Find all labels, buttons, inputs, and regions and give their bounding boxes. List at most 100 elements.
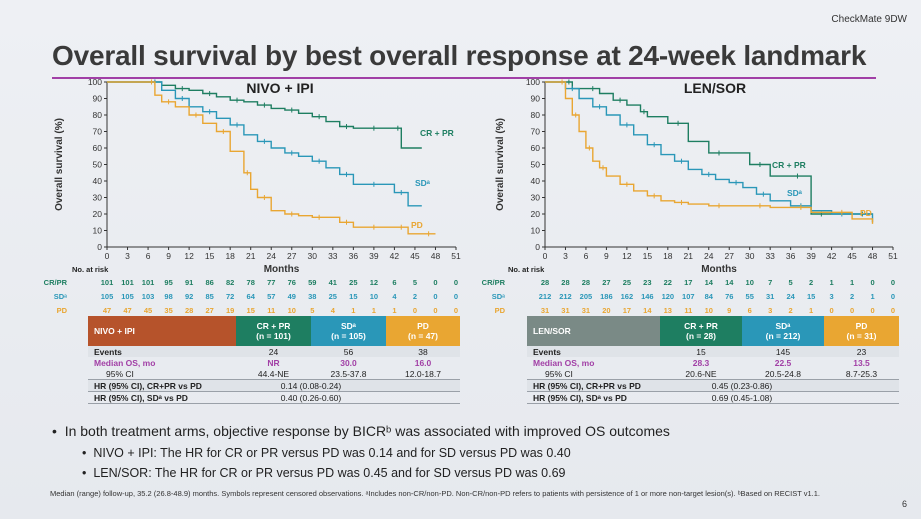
x-tick-label: 39: [369, 251, 379, 261]
risk-value: 25: [623, 278, 631, 287]
cell: 20.5-24.8: [765, 368, 801, 379]
len-col-crpr: CR + PR (n = 28): [660, 316, 742, 346]
y-tick-label: 80: [531, 110, 541, 120]
x-tick-label: 18: [225, 251, 235, 261]
risk-table-title: No. at risk: [508, 265, 545, 274]
len-col-sd: SDᵃ (n = 212): [742, 316, 824, 346]
nivo-median-row: Median OS, mo NR 30.0 16.0: [88, 357, 460, 368]
row-label: HR (95% CI), CR+PR vs PD: [533, 380, 641, 391]
risk-value: 98: [164, 292, 172, 301]
risk-value: 64: [247, 292, 256, 301]
nivo-col-pd: PD (n = 47): [386, 316, 460, 346]
row-label: Events: [533, 346, 561, 357]
risk-row-label: SDᵃ: [54, 292, 67, 301]
risk-value: 2: [850, 292, 854, 301]
risk-value: 14: [705, 278, 714, 287]
x-tick-label: 0: [543, 251, 548, 261]
risk-value: 120: [662, 292, 675, 301]
row-label: HR (95% CI), CR+PR vs PD: [94, 380, 202, 391]
nivo-hr1-row: HR (95% CI), CR+PR vs PD 0.14 (0.08-0.24…: [88, 379, 460, 392]
risk-value: 25: [349, 278, 357, 287]
risk-row-label: CR/PR: [44, 278, 68, 287]
len-arm-header: LEN/SOR: [527, 316, 660, 346]
row-label: Median OS, mo: [533, 357, 595, 368]
x-tick-label: 45: [410, 251, 420, 261]
risk-value: 14: [643, 306, 652, 315]
x-tick-label: 21: [246, 251, 256, 261]
x-tick-label: 27: [287, 251, 297, 261]
y-tick-label: 20: [531, 209, 541, 219]
y-tick-label: 20: [93, 209, 103, 219]
panel-title: NIVO + IPI: [246, 80, 313, 96]
risk-value: 5: [310, 306, 314, 315]
risk-value: 1: [392, 306, 396, 315]
nivo-summary-table: NIVO + IPI CR + PR (n = 101) SDᵃ (n = 105)…: [88, 316, 460, 404]
risk-value: 2: [809, 278, 813, 287]
risk-value: 9: [727, 306, 731, 315]
cell: NR: [267, 357, 280, 368]
y-tick-label: 60: [93, 143, 103, 153]
risk-value: 19: [226, 306, 234, 315]
risk-value: 25: [329, 292, 337, 301]
y-tick-label: 10: [531, 226, 541, 236]
y-tick-label: 0: [97, 242, 102, 252]
cell: 16.0: [414, 357, 432, 368]
cell: 145: [775, 346, 791, 357]
risk-value: 72: [226, 292, 234, 301]
risk-value: 28: [582, 278, 590, 287]
risk-value: 103: [142, 292, 155, 301]
y-tick-label: 90: [93, 94, 103, 104]
km-curve-sd: [107, 81, 422, 207]
cell: 0.40 (0.26-0.60): [280, 392, 342, 403]
len-hr1-row: HR (95% CI), CR+PR vs PD 0.45 (0.23-0.86…: [527, 379, 899, 392]
x-tick-label: 30: [745, 251, 755, 261]
km-curve-crpr: [545, 81, 873, 215]
nivo-arm-header: NIVO + IPI: [88, 316, 236, 346]
risk-value: 57: [267, 292, 275, 301]
risk-value: 77: [267, 278, 275, 287]
risk-value: 1: [372, 306, 376, 315]
risk-value: 27: [602, 278, 610, 287]
x-tick-label: 39: [806, 251, 816, 261]
y-tick-label: 0: [535, 242, 540, 252]
len-ci-row: 95% CI 20.6-NE 20.5-24.8 8.7-25.3: [527, 368, 899, 380]
x-tick-label: 15: [643, 251, 653, 261]
risk-value: 85: [205, 292, 213, 301]
cell: 28.3: [692, 357, 710, 368]
risk-value: 0: [433, 306, 437, 315]
risk-value: 101: [142, 278, 155, 287]
row-label: 95% CI: [106, 368, 134, 379]
risk-value: 24: [786, 292, 795, 301]
cell: 8.7-25.3: [845, 368, 878, 379]
title-rule: [52, 77, 876, 79]
risk-value: 22: [664, 278, 672, 287]
risk-value: 45: [144, 306, 152, 315]
x-tick-label: 33: [765, 251, 775, 261]
risk-value: 1: [870, 292, 874, 301]
risk-value: 105: [121, 292, 134, 301]
x-tick-label: 30: [308, 251, 318, 261]
bullet-main: • In both treatment arms, objective resp…: [52, 423, 670, 439]
risk-value: 6: [392, 278, 396, 287]
cell: 23.5-37.8: [330, 368, 367, 379]
risk-value: 11: [267, 306, 275, 315]
series-label-crpr: CR + PR: [772, 160, 806, 170]
risk-value: 0: [433, 292, 437, 301]
risk-value: 186: [600, 292, 613, 301]
risk-value: 101: [101, 278, 114, 287]
risk-value: 76: [725, 292, 733, 301]
y-tick-label: 50: [93, 160, 103, 170]
km-curve-crpr: [107, 81, 422, 149]
row-label: HR (95% CI), SDᵃ vs PD: [533, 392, 627, 403]
risk-value: 15: [247, 306, 255, 315]
row-label: Median OS, mo: [94, 357, 156, 368]
cell: 24: [268, 346, 279, 357]
risk-value: 12: [370, 278, 378, 287]
risk-table-title: No. at risk: [72, 265, 109, 274]
x-tick-label: 42: [390, 251, 400, 261]
nivo-col-crpr: CR + PR (n = 101): [236, 316, 311, 346]
risk-value: 28: [561, 278, 569, 287]
risk-row-label: SDᵃ: [492, 292, 505, 301]
